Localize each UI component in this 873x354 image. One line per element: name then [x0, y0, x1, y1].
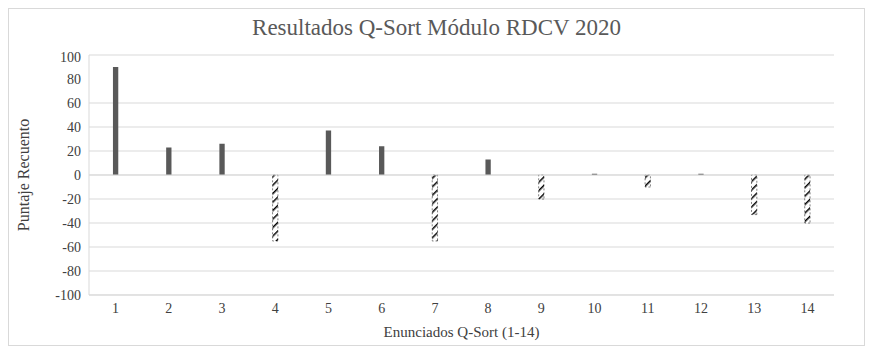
- svg-text:10: 10: [588, 301, 602, 316]
- svg-text:0: 0: [74, 168, 81, 183]
- svg-text:-100: -100: [55, 288, 81, 303]
- svg-text:Enunciados Q-Sort (1-14): Enunciados Q-Sort (1-14): [384, 324, 540, 341]
- svg-text:4: 4: [272, 301, 279, 316]
- svg-text:7: 7: [431, 301, 438, 316]
- svg-text:11: 11: [641, 301, 654, 316]
- svg-text:3: 3: [219, 301, 226, 316]
- html-text:Resultados Q-Sort Módulo RDCV: Resultados Q-Sort Módulo RDCV 2020: [252, 15, 621, 40]
- svg-text:60: 60: [67, 96, 81, 111]
- svg-text:100: 100: [60, 50, 81, 65]
- svg-text:6: 6: [378, 301, 385, 316]
- svg-text:12: 12: [694, 301, 708, 316]
- svg-text:8: 8: [485, 301, 492, 316]
- svg-text:-60: -60: [62, 240, 81, 255]
- svg-text:-80: -80: [62, 264, 81, 279]
- svg-text:2: 2: [165, 301, 172, 316]
- svg-text:9: 9: [538, 301, 545, 316]
- svg-text:20: 20: [67, 144, 81, 159]
- svg-text:5: 5: [325, 301, 332, 316]
- svg-text:13: 13: [747, 301, 761, 316]
- svg-text:-20: -20: [62, 192, 81, 207]
- svg-text:80: 80: [67, 72, 81, 87]
- svg-text:40: 40: [67, 120, 81, 135]
- svg-text:1: 1: [112, 301, 119, 316]
- svg-text:14: 14: [800, 301, 814, 316]
- svg-text:Puntaje Recuento: Puntaje Recuento: [15, 119, 33, 231]
- svg-text:-40: -40: [62, 216, 81, 231]
